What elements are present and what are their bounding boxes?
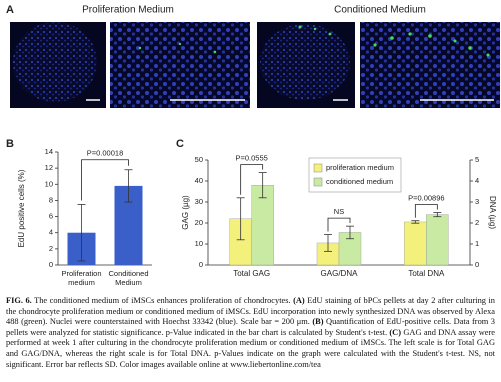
y-tick-label: 0: [49, 260, 53, 269]
bar: [404, 221, 427, 266]
p-value: P=0.00896: [408, 193, 445, 202]
y-tick-label: 12: [45, 163, 53, 172]
y-tick-label: 10: [45, 179, 53, 188]
x-tick-label: GAG/DNA: [321, 269, 359, 278]
y-tick-label: 4: [49, 228, 53, 237]
caption-segment: Quantification of EdU-positive cells. Da…: [6, 317, 495, 337]
caption-segment: (A): [293, 296, 305, 305]
bar: [426, 214, 449, 266]
caption-segment: FIG. 6.: [6, 296, 32, 305]
legend-swatch: [313, 177, 323, 187]
x-tick-label: Proliferation medium: [61, 269, 101, 287]
y-tick-label: 14: [45, 147, 53, 156]
y-tick-label: 50: [195, 155, 203, 164]
caption: FIG. 6. The conditioned medium of iMSCs …: [6, 296, 495, 370]
caption-segment: The conditioned medium of iMSCs enhances…: [31, 296, 294, 305]
legend-label: conditioned medium: [326, 177, 393, 186]
y-tick-label: 20: [195, 218, 203, 227]
legend-label: proliferation medium: [326, 163, 394, 172]
x-tick-label: Total DNA: [408, 269, 445, 278]
micrographs: [10, 22, 500, 108]
y2-tick-label: 4: [475, 176, 479, 185]
caption-segment: (C): [389, 327, 402, 337]
p-value: P=0.00018: [87, 149, 124, 158]
bracket: [81, 159, 129, 201]
y-axis-label: EdU positive cells (%): [17, 169, 26, 247]
y-tick-label: 0: [199, 260, 203, 269]
bracket: [327, 217, 351, 232]
y2-axis-label: DNA (µg): [488, 196, 497, 229]
y2-tick-label: 1: [475, 239, 479, 248]
bracket: [240, 164, 264, 195]
panel-letter: C: [176, 138, 184, 150]
y2-tick-label: 2: [475, 218, 479, 227]
caption-segment: (B): [312, 317, 324, 327]
y-tick-label: 6: [49, 212, 53, 221]
legend-swatch: [313, 163, 323, 173]
legend-box: [308, 157, 402, 193]
figure: A Proliferation Medium Conditioned Mediu…: [6, 4, 500, 287]
y2-tick-label: 5: [475, 155, 479, 164]
y-tick-label: 8: [49, 195, 53, 204]
x-tick-label: Conditioned Medium: [108, 269, 148, 287]
y-axis-label: GAG (µg): [181, 195, 190, 230]
panel-letter: A: [6, 4, 14, 16]
y-tick-label: 10: [195, 239, 203, 248]
panel-letter: B: [6, 138, 14, 150]
caption-segment: GAG and DNA assay were performed at week…: [6, 327, 495, 369]
y2-tick-label: 0: [475, 260, 479, 269]
panel-header: Proliferation Medium: [82, 5, 174, 16]
y2-tick-label: 3: [475, 197, 479, 206]
y-tick-label: 40: [195, 176, 203, 185]
x-tick-label: Total GAG: [233, 269, 270, 278]
caption-segment: EdU staining of bPCs pellets at day 2 af…: [6, 296, 495, 327]
y-tick-label: 2: [49, 244, 53, 253]
y-tick-label: 30: [195, 197, 203, 206]
p-value: P=0.0555: [236, 154, 268, 163]
p-value: NS: [334, 207, 344, 216]
bracket: [414, 204, 438, 218]
panel-header: Conditioned Medium: [334, 5, 426, 16]
